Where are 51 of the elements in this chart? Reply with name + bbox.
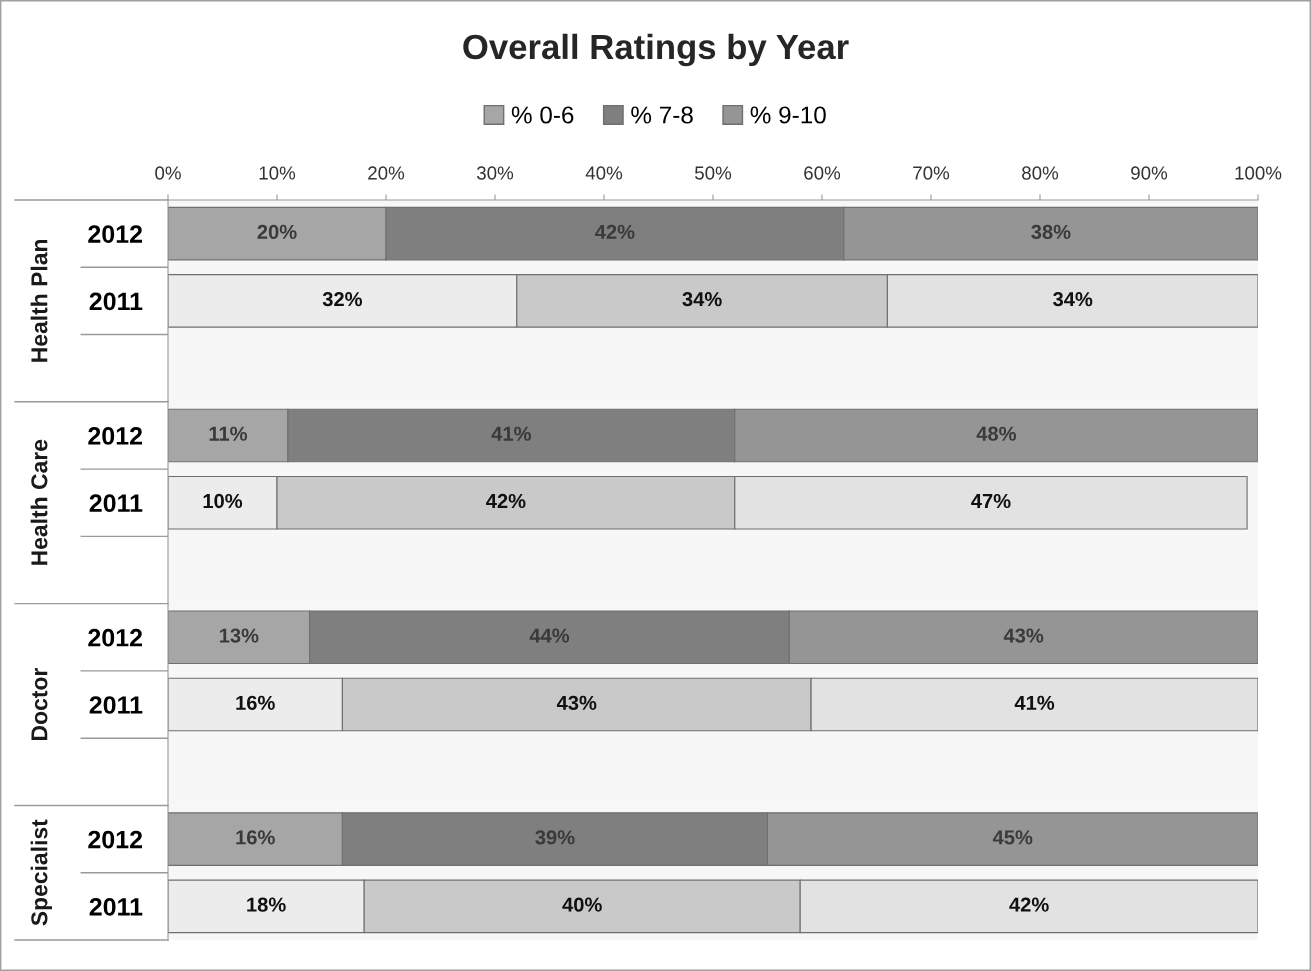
y-axis-title: Health Care (30, 439, 48, 565)
data-label: 48% (976, 426, 1017, 441)
data-label: 11% (209, 426, 248, 441)
legend-label: % 0-6 (511, 106, 574, 124)
y-tick-label: 2012 (88, 225, 142, 243)
data-label: 16% (236, 830, 275, 845)
x-tick-label: 70% (913, 166, 950, 180)
data-label: 41% (1014, 695, 1055, 710)
data-label: 47% (971, 493, 1011, 509)
data-label: 16% (236, 695, 275, 710)
y-axis-title: Health Plan (30, 239, 48, 362)
x-tick-label: 90% (1131, 166, 1168, 180)
data-label: 45% (992, 830, 1033, 845)
x-tick-label: 60% (804, 166, 841, 180)
data-label: 40% (562, 897, 602, 912)
data-label: 42% (486, 493, 526, 509)
data-label: 18% (247, 897, 286, 912)
x-tick-label: 10% (259, 166, 296, 180)
y-tick-label: 2011 (89, 494, 143, 513)
x-tick-label: 0% (155, 166, 181, 180)
legend-label: % 9-10 (750, 106, 826, 124)
data-label: 42% (595, 224, 635, 239)
y-tick-label: 2011 (89, 292, 143, 311)
y-tick-label: 2012 (88, 427, 142, 445)
data-label: 20% (257, 224, 297, 240)
legend-label: % 7-8 (631, 106, 693, 124)
y-tick-label: 2011 (89, 696, 143, 714)
data-label: 42% (1009, 897, 1049, 912)
data-label: 38% (1031, 224, 1071, 240)
y-tick-label: 2012 (88, 830, 142, 849)
y-tick-label: 2012 (88, 628, 142, 647)
y-axis-title: Doctor (31, 667, 48, 740)
chart-title: Overall Ratings by Year (463, 33, 849, 67)
x-tick-label: 100% (1235, 166, 1282, 180)
x-tick-label: 20% (368, 166, 405, 180)
x-tick-label: 80% (1022, 166, 1059, 180)
data-label: 32% (322, 292, 363, 307)
y-tick-label: 2011 (89, 897, 143, 916)
x-tick-label: 50% (694, 166, 732, 180)
data-label: 43% (556, 695, 597, 710)
data-label: 34% (682, 292, 722, 307)
data-label: 43% (1003, 628, 1044, 643)
data-label: 13% (219, 628, 259, 643)
x-tick-label: 40% (585, 166, 623, 180)
x-tick-label: 30% (476, 166, 514, 180)
data-label: 34% (1053, 292, 1093, 307)
data-label: 41% (491, 426, 531, 441)
data-label: 10% (203, 493, 243, 509)
data-label: 44% (529, 628, 570, 643)
data-label: 39% (535, 830, 575, 845)
y-axis-title: Specialist (30, 819, 52, 926)
